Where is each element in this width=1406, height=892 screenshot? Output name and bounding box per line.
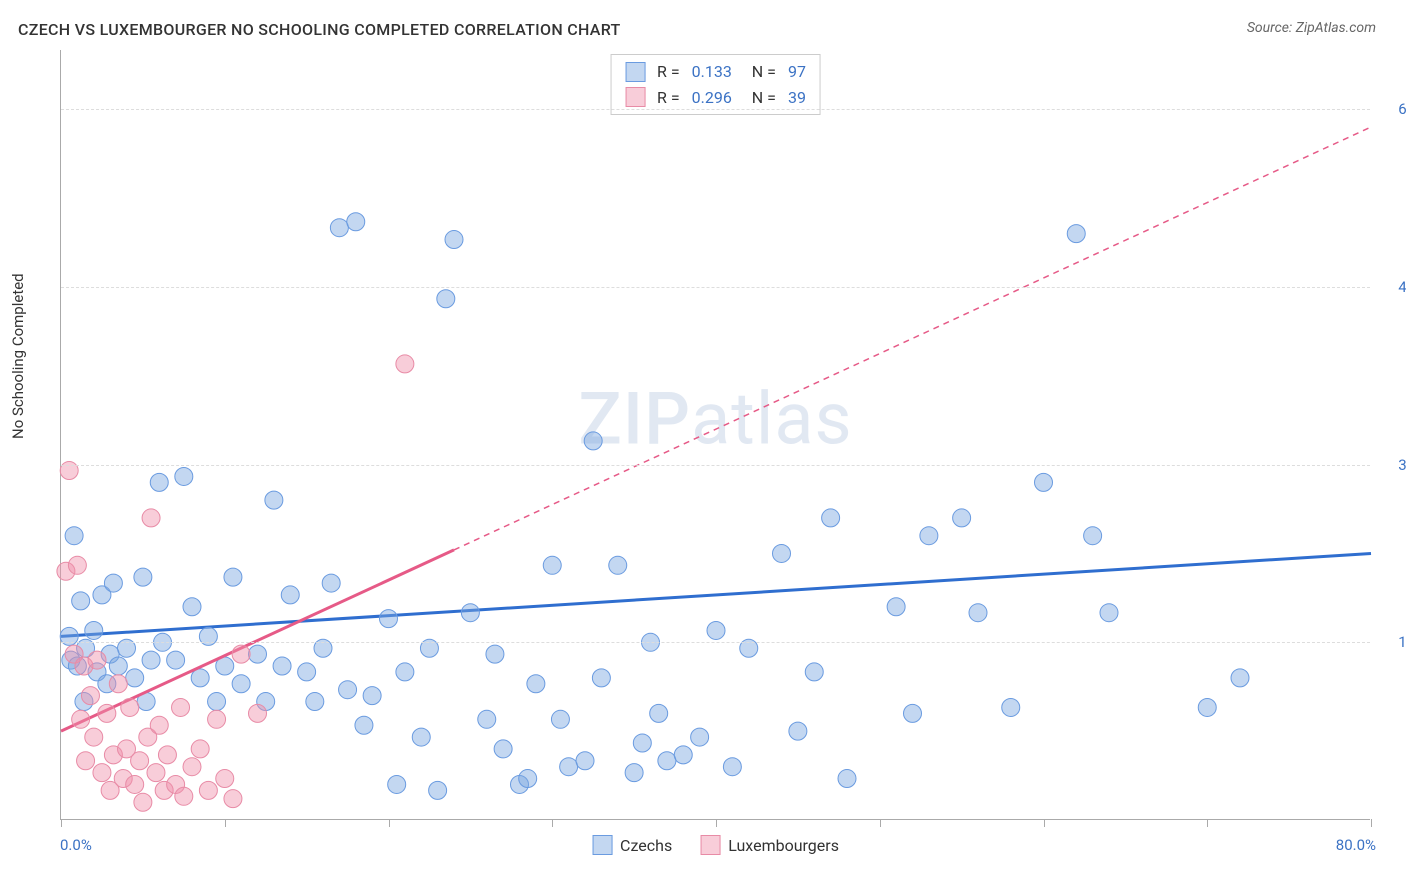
stats-row-lux: R = 0.296 N = 39 [625, 85, 806, 111]
swatch-lux [625, 87, 645, 107]
x-axis-min-label: 0.0% [60, 836, 92, 854]
legend-label-lux: Luxembourgers [728, 836, 839, 855]
stat-n-lux: 39 [788, 85, 806, 111]
y-tick-label: 3.0% [1375, 456, 1406, 474]
y-tick-label: 4.5% [1375, 278, 1406, 296]
x-axis-max-label: 80.0% [1336, 836, 1376, 854]
y-tick-label: 1.5% [1375, 633, 1406, 651]
stat-r-czechs: 0.133 [692, 59, 732, 85]
stat-n-label: N = [744, 59, 776, 85]
chart-area: ZIPatlas R = 0.133 N = 97 R = 0.296 N = … [60, 50, 1370, 820]
y-axis-title: No Schooling Completed [9, 273, 27, 439]
legend-bottom: Czechs Luxembourgers [592, 835, 839, 855]
chart-title: CZECH VS LUXEMBOURGER NO SCHOOLING COMPL… [18, 20, 621, 39]
swatch-lux-b [700, 835, 720, 855]
stats-row-czechs: R = 0.133 N = 97 [625, 59, 806, 85]
scatter-plot [61, 50, 1370, 819]
stat-r-lux: 0.296 [692, 85, 732, 111]
stats-legend-box: R = 0.133 N = 97 R = 0.296 N = 39 [610, 54, 821, 115]
legend-label-czechs: Czechs [620, 836, 672, 855]
stat-r-label: R = [657, 59, 680, 85]
legend-item-lux: Luxembourgers [700, 835, 839, 855]
swatch-czechs [625, 62, 645, 82]
stat-n-czechs: 97 [788, 59, 806, 85]
swatch-czechs-b [592, 835, 612, 855]
y-tick-label: 6.0% [1375, 100, 1406, 118]
stat-r-label: R = [657, 85, 680, 111]
source-attribution: Source: ZipAtlas.com [1247, 20, 1376, 36]
legend-item-czechs: Czechs [592, 835, 672, 855]
stat-n-label: N = [744, 85, 776, 111]
